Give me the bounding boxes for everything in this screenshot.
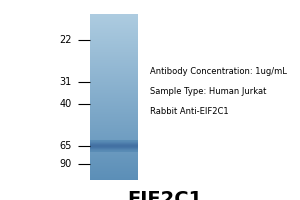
Text: Antibody Concentration: 1ug/mL: Antibody Concentration: 1ug/mL: [150, 68, 287, 76]
Text: EIF2C1: EIF2C1: [128, 190, 202, 200]
Text: Rabbit Anti-EIF2C1: Rabbit Anti-EIF2C1: [150, 108, 229, 116]
Text: 31: 31: [60, 77, 72, 87]
Text: 65: 65: [60, 141, 72, 151]
Text: Sample Type: Human Jurkat: Sample Type: Human Jurkat: [150, 88, 266, 97]
Text: 22: 22: [59, 35, 72, 45]
Text: 90: 90: [60, 159, 72, 169]
Text: 40: 40: [60, 99, 72, 109]
